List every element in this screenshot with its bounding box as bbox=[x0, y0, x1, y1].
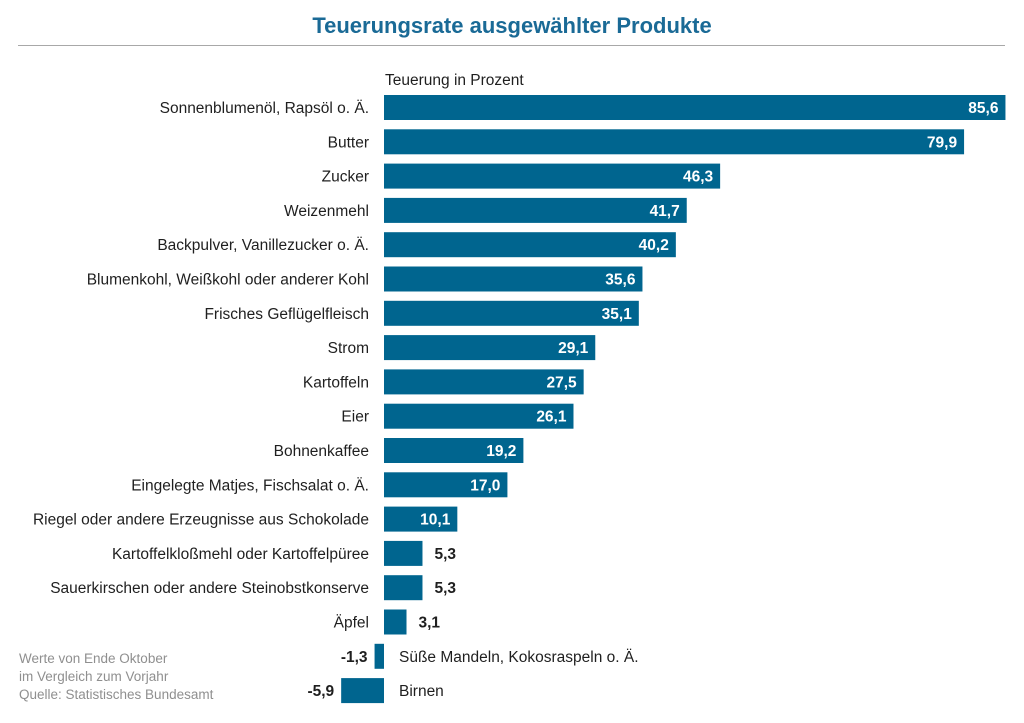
category-label-susse-mandeln-kokosraspeln-o-a: Süße Mandeln, Kokosraspeln o. Ä. bbox=[399, 649, 639, 666]
bar-backpulver-vanillezucker-o-a bbox=[384, 232, 676, 258]
bar-zucker bbox=[384, 163, 721, 189]
category-label-frisches-geflugelfleisch: Frisches Geflügelfleisch bbox=[204, 306, 369, 323]
bar-strom bbox=[384, 335, 596, 361]
value-label-kartoffeln: 27,5 bbox=[546, 374, 577, 391]
value-label-riegel-oder-andere-erzeugnisse-aus-schokolade: 10,1 bbox=[420, 512, 451, 529]
bar-bohnenkaffee bbox=[384, 438, 524, 463]
title-divider bbox=[18, 45, 1005, 46]
value-label-backpulver-vanillezucker-o-a: 40,2 bbox=[639, 237, 669, 254]
category-label-riegel-oder-andere-erzeugnisse-aus-schokolade: Riegel oder andere Erzeugnisse aus Schok… bbox=[33, 512, 369, 529]
bar-frisches-geflugelfleisch bbox=[384, 300, 639, 326]
bar-butter bbox=[384, 129, 965, 155]
bar-eier bbox=[384, 403, 574, 429]
bar-riegel-oder-andere-erzeugnisse-aus-schokolade bbox=[384, 506, 458, 532]
value-label-susse-mandeln-kokosraspeln-o-a: -1,3 bbox=[341, 649, 368, 666]
value-label-kartoffelklossmehl-oder-kartoffelpuree: 5,3 bbox=[434, 546, 456, 563]
value-label-apfel: 3,1 bbox=[419, 615, 441, 632]
category-label-blumenkohl-weisskohl-oder-anderer-kohl: Blumenkohl, Weißkohl oder anderer Kohl bbox=[87, 272, 369, 289]
value-label-eingelegte-matjes-fischsalat-o-a: 17,0 bbox=[470, 477, 500, 494]
footnote-line-1: Werte von Ende Oktober bbox=[19, 651, 168, 666]
bar-susse-mandeln-kokosraspeln-o-a bbox=[374, 643, 384, 669]
category-label-weizenmehl: Weizenmehl bbox=[284, 203, 369, 220]
value-label-bohnenkaffee: 19,2 bbox=[486, 443, 516, 460]
category-label-kartoffeln: Kartoffeln bbox=[303, 374, 369, 391]
category-label-zucker: Zucker bbox=[322, 169, 369, 186]
value-label-sauerkirschen-oder-andere-steinobstkonserve: 5,3 bbox=[434, 580, 456, 597]
category-label-eier: Eier bbox=[341, 409, 369, 426]
bars-group: Sonnenblumenöl, Rapsöl o. Ä. 85,6 Butter 79… bbox=[33, 95, 1006, 704]
value-label-frisches-geflugelfleisch: 35,1 bbox=[602, 306, 633, 323]
value-label-strom: 29,1 bbox=[558, 340, 589, 357]
category-label-kartoffelklossmehl-oder-kartoffelpuree: Kartoffelkloßmehl oder Kartoffelpüree bbox=[112, 546, 369, 563]
bar-blumenkohl-weisskohl-oder-anderer-kohl bbox=[384, 266, 643, 292]
bar-sauerkirschen-oder-andere-steinobstkonserve bbox=[384, 575, 423, 601]
value-label-blumenkohl-weisskohl-oder-anderer-kohl: 35,6 bbox=[605, 272, 636, 289]
footnote-line-2: im Vergleich zum Vorjahr bbox=[19, 669, 169, 684]
bar-weizenmehl bbox=[384, 197, 687, 223]
category-label-apfel: Äpfel bbox=[334, 615, 369, 632]
bar-kartoffelklossmehl-oder-kartoffelpuree bbox=[384, 540, 423, 566]
source-note: Quelle: Statistisches Bundesamt bbox=[19, 687, 214, 702]
value-label-birnen: -5,9 bbox=[307, 683, 334, 700]
value-label-weizenmehl: 41,7 bbox=[650, 203, 680, 220]
bar-birnen bbox=[341, 678, 384, 704]
category-label-bohnenkaffee: Bohnenkaffee bbox=[274, 443, 369, 460]
category-label-backpulver-vanillezucker-o-a: Backpulver, Vanillezucker o. Ä. bbox=[157, 237, 369, 254]
category-label-butter: Butter bbox=[328, 134, 369, 151]
x-axis-label: Teuerung in Prozent bbox=[385, 72, 524, 89]
value-label-butter: 79,9 bbox=[927, 134, 958, 151]
category-label-birnen: Birnen bbox=[399, 683, 444, 700]
bar-eingelegte-matjes-fischsalat-o-a bbox=[384, 472, 508, 498]
value-label-sonnenblumenol-rapsol-o-a: 85,6 bbox=[968, 100, 999, 117]
bar-apfel bbox=[384, 609, 407, 635]
category-label-sonnenblumenol-rapsol-o-a: Sonnenblumenöl, Rapsöl o. Ä. bbox=[160, 100, 369, 117]
value-label-eier: 26,1 bbox=[536, 409, 567, 426]
category-label-sauerkirschen-oder-andere-steinobstkonserve: Sauerkirschen oder andere Steinobstkonse… bbox=[50, 580, 369, 597]
bar-sonnenblumenol-rapsol-o-a bbox=[384, 95, 1006, 120]
chart-title: Teuerungsrate ausgewählter Produkte bbox=[312, 13, 712, 38]
value-label-zucker: 46,3 bbox=[683, 169, 714, 186]
category-label-strom: Strom bbox=[328, 340, 369, 357]
category-label-eingelegte-matjes-fischsalat-o-a: Eingelegte Matjes, Fischsalat o. Ä. bbox=[131, 477, 369, 494]
bar-kartoffeln bbox=[384, 369, 584, 395]
